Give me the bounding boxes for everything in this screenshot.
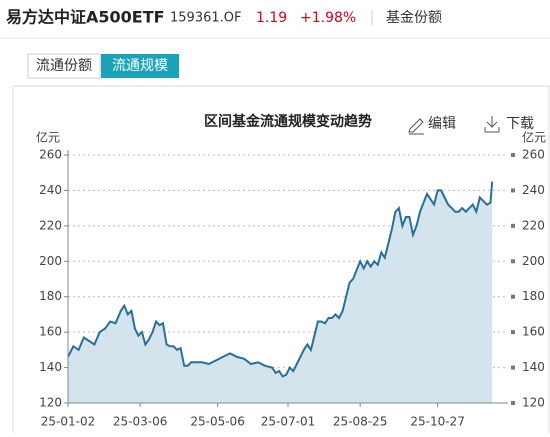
y2-tick (511, 401, 515, 405)
price: 1.19 (256, 10, 287, 26)
download-icon[interactable] (484, 116, 500, 133)
y2-tick-label: 120 (522, 396, 545, 410)
chart-title: 区间基金流通规模变动趋势 (204, 113, 372, 130)
tab-label[interactable]: 流通份额 (36, 58, 92, 74)
edit-button[interactable]: 编辑 (428, 116, 456, 132)
edit-icon[interactable] (408, 118, 424, 135)
x-tick-label: 25-03-06 (113, 415, 167, 429)
y2-tick (511, 188, 515, 193)
y-tick-label: 140 (39, 360, 62, 374)
y2-tick-label: 240 (522, 183, 545, 197)
y-tick-label: 200 (39, 254, 62, 268)
y-tick-label: 240 (39, 183, 62, 197)
fund-code: 159361.OF (170, 11, 241, 26)
y2-tick-label: 160 (522, 325, 545, 339)
x-tick-label: 25-10-27 (410, 415, 464, 429)
y2-tick-label: 220 (522, 218, 545, 232)
line (67, 181, 494, 378)
y2-tick (511, 365, 515, 370)
y2-tick-label: 200 (522, 254, 545, 268)
tab-active[interactable] (101, 54, 179, 78)
y-tick-label: 260 (39, 148, 62, 162)
section: 基金份额 (386, 9, 442, 26)
y-tick-label: 160 (39, 325, 62, 339)
change: +1.98% (300, 10, 356, 26)
y-tick-label: 120 (39, 396, 62, 410)
y-tick-label: 220 (39, 218, 62, 232)
x-tick-label: 25-07-01 (261, 415, 315, 429)
y2-tick (511, 259, 515, 264)
y2-tick-label: 140 (522, 360, 545, 374)
y2-tick (511, 153, 515, 157)
x-tick-label: 25-01-02 (41, 415, 95, 429)
y2-tick (511, 223, 515, 228)
y2-unit: 亿元 (522, 130, 546, 145)
y2-tick-label: 180 (522, 289, 545, 303)
plot: 120 120 140 140 160 160 180 180 200 200 220 220 240 2… (39, 148, 545, 429)
y2-tick (511, 294, 515, 299)
y-tick-label: 180 (39, 289, 62, 303)
y-unit: 亿元 (36, 130, 60, 145)
tab[interactable] (27, 53, 101, 79)
y2-tick (511, 330, 515, 335)
tab-label[interactable]: 流通规模 (112, 58, 168, 74)
y2-tick-label: 260 (522, 148, 545, 162)
x-tick-label: 25-08-25 (333, 415, 387, 429)
fund-name: 易方达中证A500ETF (6, 8, 165, 27)
download-button[interactable]: 下载 (506, 116, 534, 132)
x-tick-label: 25-05-06 (190, 415, 244, 429)
